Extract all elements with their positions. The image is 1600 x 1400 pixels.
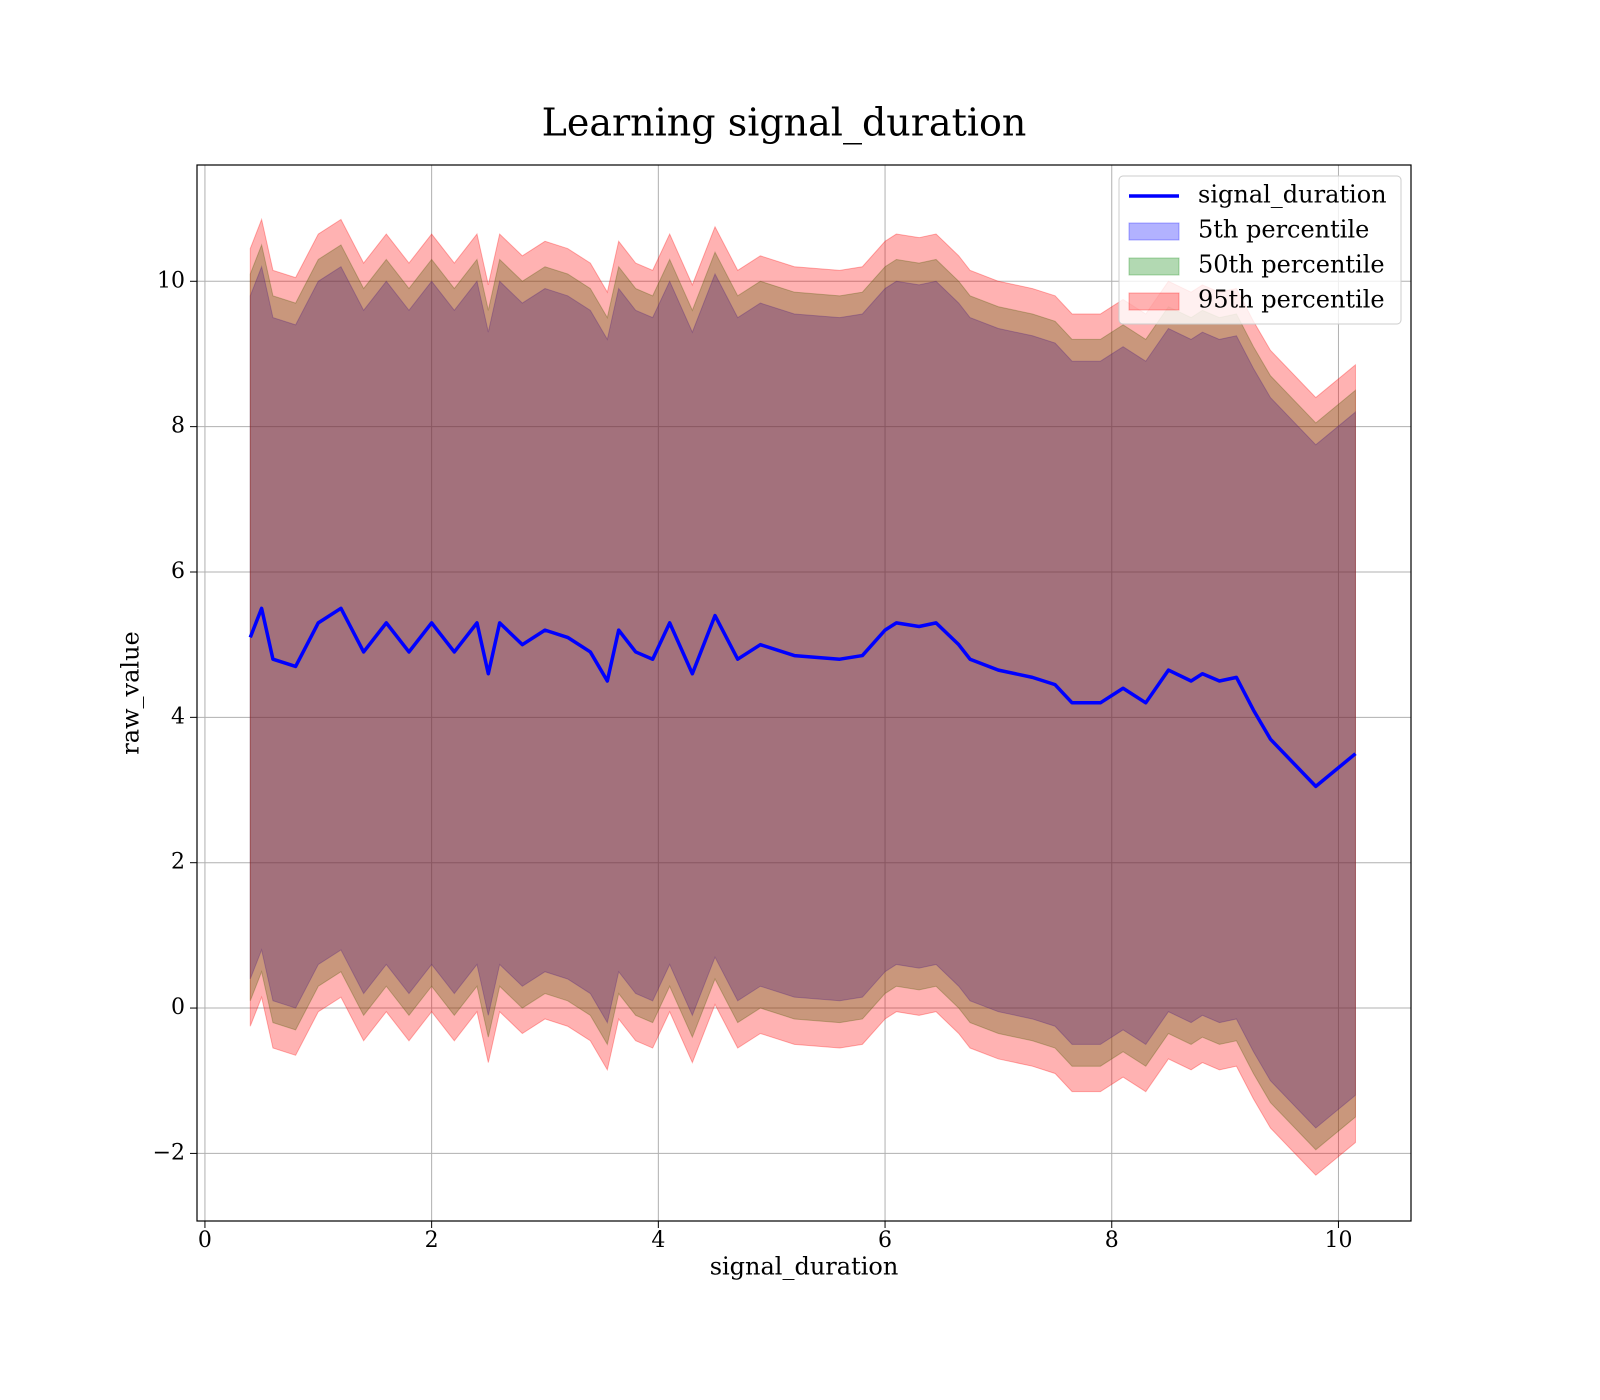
plot-frame [196, 164, 1412, 1222]
legend-label: 5th percentile [1198, 216, 1369, 244]
line [248, 606, 1357, 789]
percentile-band [249, 265, 1356, 1129]
legend-patch [1128, 257, 1180, 276]
legend-label: 50th percentile [1198, 251, 1385, 279]
chart-title: Learning signal_duration [542, 101, 1027, 146]
x-tick-label: 2 [425, 1228, 439, 1253]
percentile-band [249, 217, 1356, 1176]
y-tick-label: 8 [171, 414, 185, 439]
y-tick-label: 2 [171, 850, 185, 875]
percentile-band [249, 243, 1356, 1151]
legend-frame [1118, 175, 1402, 325]
x-tick-label: 4 [651, 1228, 665, 1253]
x-tick-label: 0 [198, 1228, 212, 1253]
legend-label: signal_duration [1198, 181, 1387, 209]
x-tick-label: 8 [1105, 1228, 1119, 1253]
y-tick-label: 10 [157, 268, 185, 293]
y-axis-label: raw_value [117, 631, 145, 755]
y-tick-label: 0 [171, 995, 185, 1020]
legend-patch [1128, 292, 1180, 311]
legend: signal_duration 5th percentile 50th percen… [1118, 175, 1402, 325]
y-tick-label: 4 [171, 704, 185, 729]
x-tick-label: 10 [1324, 1228, 1352, 1253]
legend-patch [1128, 222, 1180, 241]
x-tick-label: 6 [878, 1228, 892, 1253]
x-axis-label: signal_duration [710, 1253, 899, 1281]
legend-label: 95th percentile [1198, 286, 1385, 314]
y-tick-label: −2 [153, 1140, 185, 1165]
y-tick-label: 6 [171, 559, 185, 584]
